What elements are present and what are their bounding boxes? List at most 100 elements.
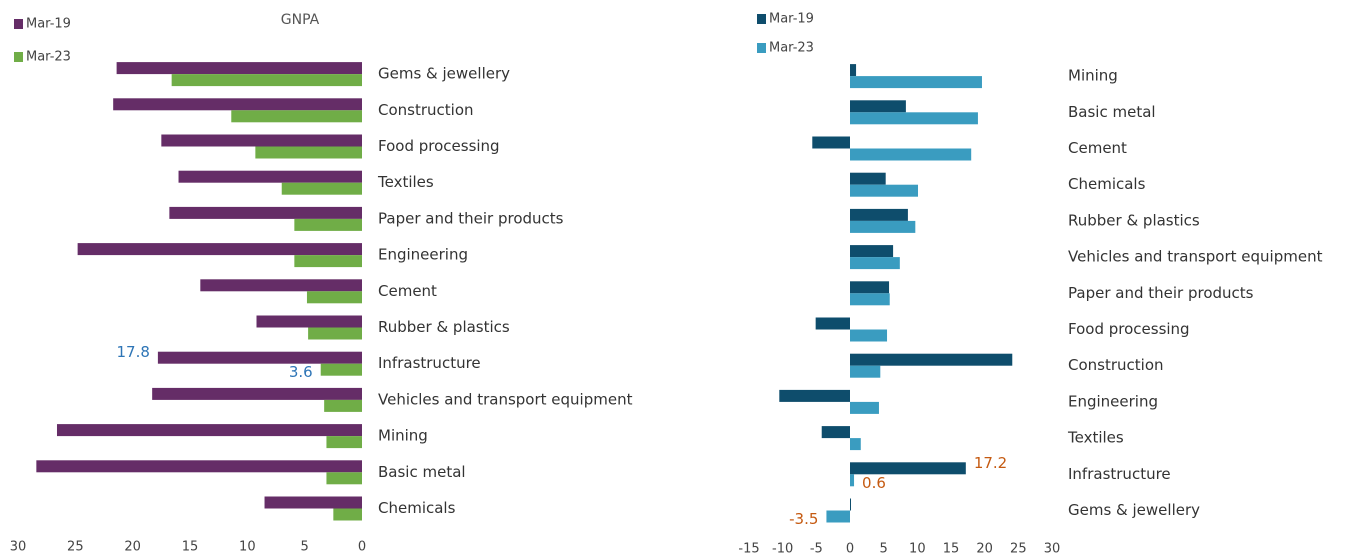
category-label: Mining	[378, 427, 428, 445]
category-label: Vehicles and transport equipment	[1068, 248, 1323, 266]
bar	[281, 182, 362, 195]
category-label: Construction	[378, 101, 474, 119]
category-label: Cement	[1068, 139, 1127, 157]
bar	[200, 279, 362, 292]
bar	[850, 172, 886, 185]
bar	[850, 64, 857, 77]
category-label: Gems & jewellery	[1068, 501, 1200, 519]
bar	[812, 136, 850, 149]
category-label: Paper and their products	[378, 209, 564, 227]
x-tick-label: 30	[1044, 542, 1061, 557]
bar	[56, 424, 363, 437]
x-tick-label: 25	[1010, 542, 1027, 557]
bar	[161, 134, 362, 147]
bar	[294, 218, 362, 231]
bar	[826, 510, 850, 523]
data-label: 3.6	[289, 363, 313, 381]
x-tick-label: 15	[182, 540, 199, 555]
category-label: Textiles	[1067, 429, 1124, 447]
bar	[850, 438, 861, 451]
x-tick-label: -5	[810, 542, 823, 557]
category-label: Food processing	[378, 137, 500, 155]
bar	[294, 255, 362, 268]
x-tick-label: -15	[738, 542, 759, 557]
bar	[850, 365, 881, 378]
bar	[169, 206, 362, 219]
bar	[157, 351, 362, 364]
bar	[77, 243, 363, 256]
bar	[850, 474, 855, 487]
bar	[850, 112, 978, 125]
category-label: Basic metal	[1068, 103, 1156, 121]
bar	[256, 315, 362, 328]
x-tick-label: -10	[772, 542, 793, 557]
category-label: Construction	[1068, 356, 1164, 374]
bar	[850, 148, 972, 161]
category-label: Vehicles and transport equipment	[378, 390, 633, 408]
data-label: 17.8	[116, 343, 149, 361]
x-tick-label: 10	[239, 540, 256, 555]
x-tick-label: 20	[124, 540, 141, 555]
bar	[821, 426, 850, 439]
category-label: Engineering	[378, 246, 468, 264]
bar	[850, 498, 851, 511]
x-tick-label: 30	[10, 540, 27, 555]
bar	[308, 327, 362, 340]
x-tick-label: 10	[909, 542, 926, 557]
legend-swatch	[757, 14, 766, 24]
bar	[255, 146, 362, 159]
x-tick-label: 0	[846, 542, 854, 557]
category-label: Engineering	[1068, 392, 1158, 410]
x-tick-label: 20	[976, 542, 993, 557]
category-label: Mining	[1068, 67, 1118, 85]
category-label: Infrastructure	[1068, 465, 1171, 483]
bar	[850, 220, 916, 233]
category-label: Food processing	[1068, 320, 1190, 338]
legend-swatch	[14, 52, 23, 62]
bar	[815, 317, 850, 330]
category-label: Basic metal	[378, 463, 466, 481]
data-label: -3.5	[789, 510, 818, 528]
bar	[326, 472, 362, 485]
category-label: Rubber & plastics	[378, 318, 510, 336]
category-label: Cement	[378, 282, 437, 300]
bar	[850, 245, 894, 258]
bar	[264, 496, 362, 509]
bar	[324, 399, 362, 412]
x-tick-label: 15	[943, 542, 960, 557]
chart-title: GNPA	[281, 12, 320, 28]
bar	[171, 74, 362, 87]
legend-label: Mar-23	[26, 50, 71, 65]
x-tick-label: 25	[67, 540, 84, 555]
category-label: Chemicals	[378, 499, 456, 517]
bar	[306, 291, 362, 304]
bar	[116, 62, 362, 75]
bar	[850, 184, 919, 197]
category-label: Rubber & plastics	[1068, 211, 1200, 229]
bar	[36, 460, 362, 473]
data-label: 17.2	[974, 454, 1007, 472]
bar	[850, 329, 888, 342]
x-tick-label: 5	[301, 540, 309, 555]
legend-swatch	[14, 19, 23, 29]
x-tick-label: 0	[358, 540, 366, 555]
category-label: Infrastructure	[378, 354, 481, 372]
legend-label: Mar-19	[769, 12, 814, 27]
bar	[850, 401, 879, 414]
bar	[850, 462, 966, 475]
bar	[231, 110, 362, 123]
bar	[850, 76, 982, 89]
legend-label: Mar-23	[769, 41, 814, 56]
category-label: Paper and their products	[1068, 284, 1254, 302]
bar	[850, 353, 1013, 366]
legend-label: Mar-19	[26, 17, 71, 32]
bar	[850, 257, 900, 270]
bar	[333, 508, 362, 521]
legend-swatch	[757, 43, 766, 53]
bar	[850, 281, 890, 294]
category-label: Gems & jewellery	[378, 65, 510, 83]
category-label: Textiles	[377, 173, 434, 191]
bar	[850, 208, 908, 221]
bar	[152, 387, 362, 400]
